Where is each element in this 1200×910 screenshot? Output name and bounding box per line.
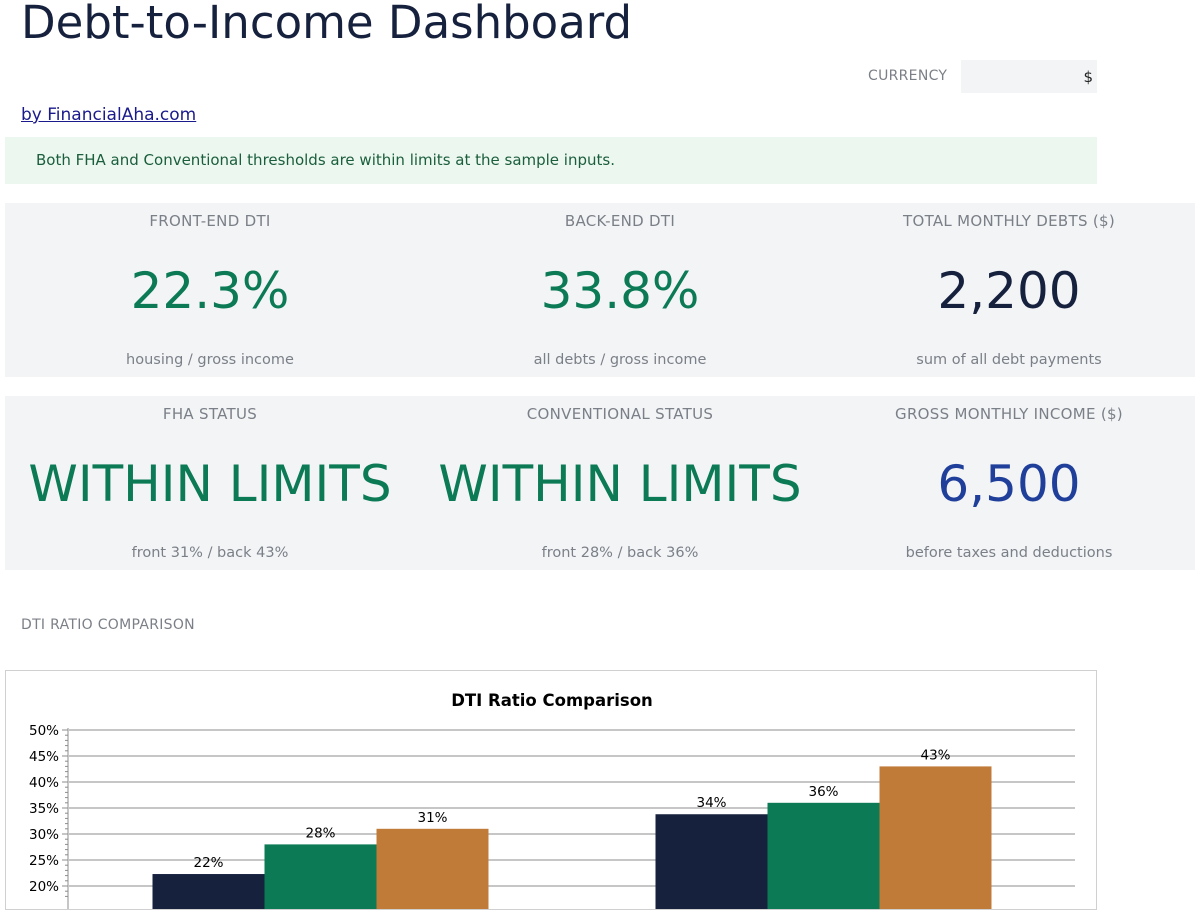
- bar-data-label: 43%: [920, 747, 950, 763]
- y-tick-label: 40%: [29, 775, 59, 791]
- chart-gridlines: [69, 729, 1075, 887]
- y-tick-label: 35%: [29, 801, 59, 817]
- y-tick-label: 25%: [29, 853, 59, 869]
- card-label: FRONT-END DTI: [149, 212, 271, 230]
- dti-chart-svg: DTI Ratio Comparison 20% 25% 30% 35% 40% 45% 5…: [29, 691, 1075, 909]
- bar: [655, 814, 768, 909]
- card-subtitle: all debts / gross income: [533, 352, 707, 368]
- card-conventional-status: CONVENTIONAL STATUS WITHIN LIMITS front …: [415, 396, 825, 570]
- card-value: 2,200: [937, 262, 1081, 320]
- chart-y-axis: 20% 25% 30% 35% 40% 45% 50%: [29, 723, 69, 909]
- bar: [376, 828, 489, 909]
- bar-data-label: 36%: [808, 784, 838, 800]
- card-value: 33.8%: [540, 262, 700, 320]
- card-subtitle: before taxes and deductions: [905, 545, 1113, 561]
- card-subtitle: front 31% / back 43%: [131, 545, 289, 561]
- card-label: GROSS MONTHLY INCOME ($): [895, 405, 1123, 423]
- bar-data-label: 31%: [417, 810, 447, 826]
- card-value: WITHIN LIMITS: [438, 455, 802, 513]
- bar-data-label: 22%: [193, 855, 223, 871]
- card-label: TOTAL MONTHLY DEBTS ($): [903, 212, 1115, 230]
- kpi-row-status: FHA STATUS WITHIN LIMITS front 31% / bac…: [5, 396, 1195, 570]
- card-label: FHA STATUS: [162, 405, 258, 423]
- chart-section-label: DTI RATIO COMPARISON: [21, 617, 195, 633]
- chart-data-labels: 22% 34% 28% 36% 31% 43%: [193, 747, 950, 871]
- bar: [767, 802, 880, 909]
- byline-link[interactable]: by FinancialAha.com: [21, 105, 197, 125]
- y-tick-label: 45%: [29, 749, 59, 765]
- bar: [152, 874, 265, 909]
- chart-title: DTI Ratio Comparison: [451, 691, 653, 710]
- status-banner-message: Both FHA and Conventional thresholds are…: [36, 151, 615, 169]
- y-tick-label: 50%: [29, 723, 59, 739]
- card-fha-status: FHA STATUS WITHIN LIMITS front 31% / bac…: [5, 396, 415, 570]
- bar-data-label: 28%: [305, 825, 335, 841]
- y-tick-label: 30%: [29, 827, 59, 843]
- y-tick-label: 20%: [29, 879, 59, 895]
- card-subtitle: housing / gross income: [126, 352, 294, 368]
- card-label: CONVENTIONAL STATUS: [526, 405, 714, 423]
- currency-input[interactable]: [961, 60, 1097, 93]
- card-subtitle: sum of all debt payments: [916, 352, 1102, 368]
- chart-bars: [152, 766, 992, 909]
- card-value: 22.3%: [130, 262, 290, 320]
- kpi-row-ratios: FRONT-END DTI 22.3% housing / gross inco…: [5, 203, 1195, 377]
- card-label: BACK-END DTI: [564, 212, 676, 230]
- card-back-end-dti: BACK-END DTI 33.8% all debts / gross inc…: [415, 203, 825, 377]
- status-banner: Both FHA and Conventional thresholds are…: [5, 137, 1097, 184]
- bar: [879, 766, 992, 909]
- currency-label: CURRENCY: [868, 68, 948, 84]
- page-title: Debt-to-Income Dashboard: [21, 0, 633, 49]
- dti-chart: DTI Ratio Comparison 20% 25% 30% 35% 40% 45% 5…: [5, 670, 1097, 910]
- card-gross-monthly-income: GROSS MONTHLY INCOME ($) 6,500 before ta…: [805, 396, 1200, 570]
- card-front-end-dti: FRONT-END DTI 22.3% housing / gross inco…: [5, 203, 415, 377]
- bar-data-label: 34%: [696, 795, 726, 811]
- card-total-monthly-debts: TOTAL MONTHLY DEBTS ($) 2,200 sum of all…: [805, 203, 1200, 377]
- card-subtitle: front 28% / back 36%: [541, 545, 699, 561]
- bar: [264, 844, 377, 909]
- card-value: WITHIN LIMITS: [28, 455, 392, 513]
- card-value: 6,500: [937, 455, 1081, 513]
